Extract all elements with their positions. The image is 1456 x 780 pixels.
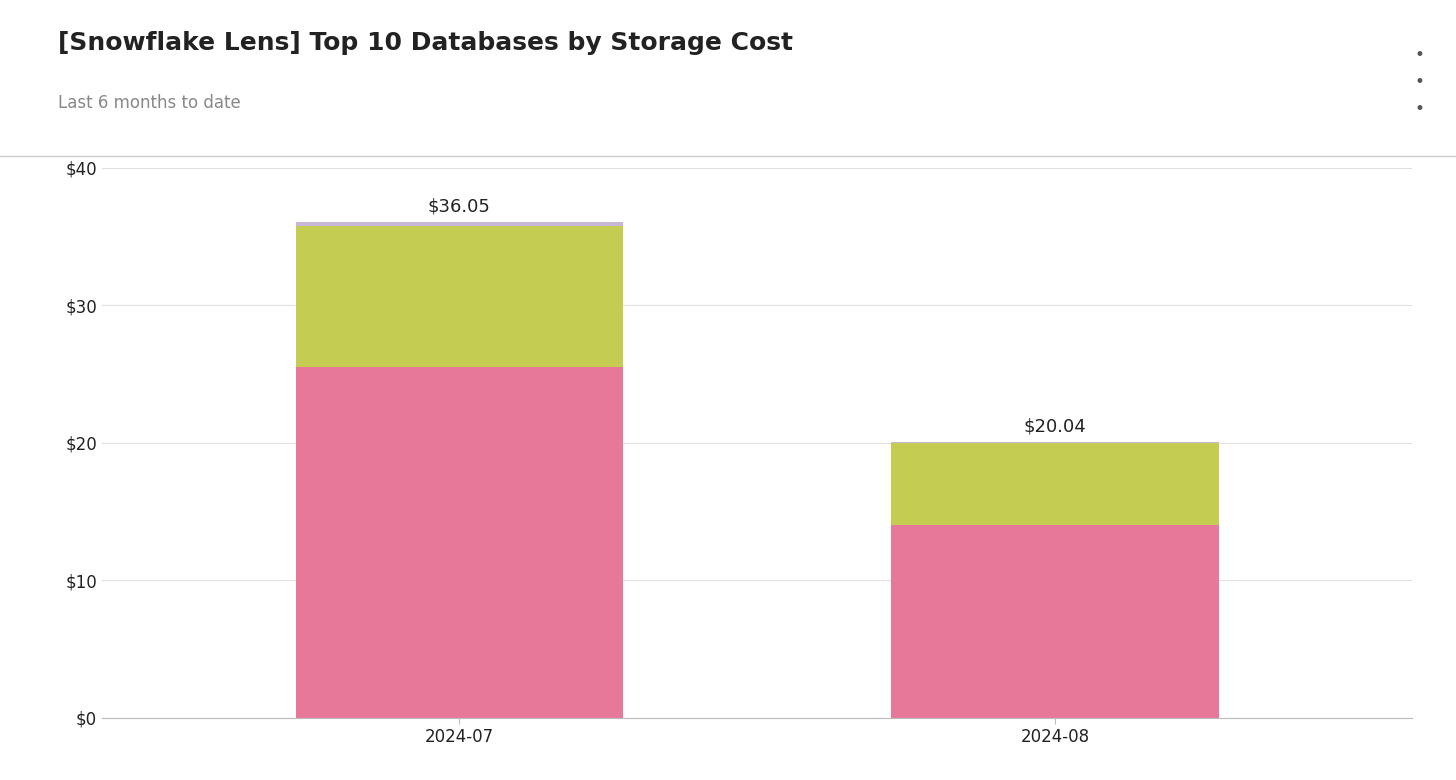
Bar	[296, 367, 623, 718]
Text: $36.05: $36.05	[428, 197, 491, 215]
Text: $20.04: $20.04	[1024, 417, 1086, 435]
Bar	[891, 525, 1219, 718]
Bar	[891, 443, 1219, 525]
Text: [Snowflake Lens] Top 10 Databases by Storage Cost: [Snowflake Lens] Top 10 Databases by Sto…	[58, 31, 794, 55]
Text: Last 6 months to date: Last 6 months to date	[58, 94, 242, 112]
Bar	[296, 225, 623, 367]
Bar	[296, 222, 623, 225]
Text: •: •	[1415, 100, 1424, 119]
Text: •: •	[1415, 73, 1424, 91]
Text: •: •	[1415, 45, 1424, 64]
